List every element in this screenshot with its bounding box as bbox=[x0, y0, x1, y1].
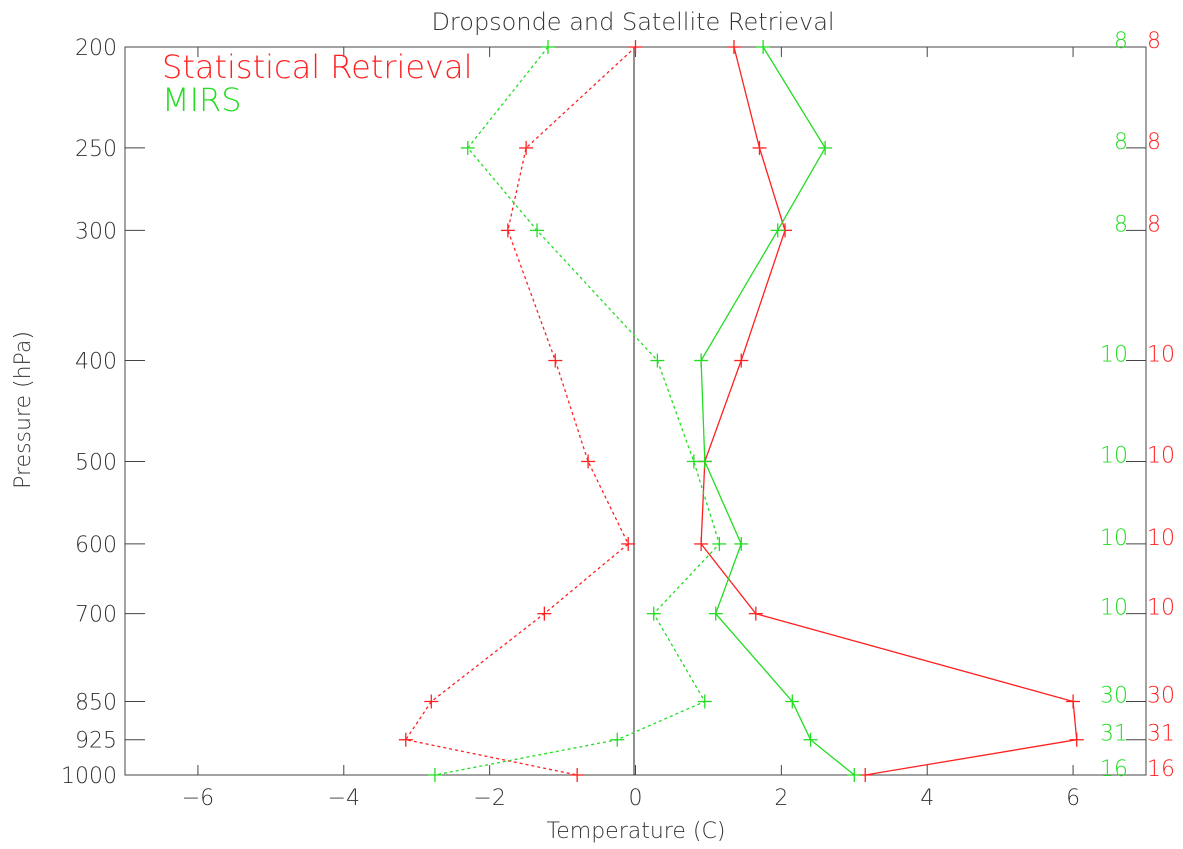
data-point-stat_bias bbox=[519, 140, 534, 155]
series-line-mirs_bias bbox=[434, 46, 721, 776]
count-label-mirs: 10 bbox=[1100, 343, 1128, 368]
y-tick-label: 200 bbox=[75, 36, 117, 61]
series-line-stat_rmse bbox=[700, 46, 1078, 776]
plot-frame bbox=[124, 46, 1147, 776]
y-tick-label: 300 bbox=[75, 219, 117, 244]
data-point-mirs_rmse bbox=[818, 140, 833, 155]
data-point-mirs_bias bbox=[540, 40, 555, 54]
series-line-mirs_rmse bbox=[700, 46, 855, 776]
count-label-statistical: 8 bbox=[1147, 212, 1161, 237]
count-label-mirs: 8 bbox=[1114, 130, 1128, 155]
y-tick-label: 500 bbox=[75, 450, 117, 475]
count-label-statistical: 16 bbox=[1147, 757, 1175, 782]
count-label-statistical: 10 bbox=[1147, 343, 1175, 368]
y-tick-label: 925 bbox=[75, 729, 117, 754]
series-layer bbox=[398, 40, 1084, 782]
data-point-mirs_rmse bbox=[697, 454, 712, 469]
data-point-stat_rmse bbox=[1066, 694, 1081, 709]
chart-title: Dropsonde and Satellite Retrieval bbox=[431, 8, 834, 36]
data-point-stat_rmse bbox=[694, 536, 709, 551]
count-label-statistical: 10 bbox=[1147, 443, 1175, 468]
data-point-mirs_bias bbox=[460, 140, 475, 155]
count-label-mirs: 31 bbox=[1100, 722, 1128, 747]
count-label-statistical: 10 bbox=[1147, 596, 1175, 621]
data-point-mirs_rmse bbox=[847, 768, 862, 782]
data-point-mirs_rmse bbox=[785, 694, 800, 709]
count-label-mirs: 30 bbox=[1100, 683, 1128, 708]
data-point-mirs_rmse bbox=[694, 353, 709, 368]
count-label-mirs: 10 bbox=[1100, 443, 1128, 468]
data-point-mirs_rmse bbox=[803, 732, 818, 747]
data-point-stat_bias bbox=[628, 40, 643, 54]
data-point-stat_bias bbox=[424, 694, 439, 709]
count-label-statistical: 30 bbox=[1147, 683, 1175, 708]
count-label-mirs: 16 bbox=[1100, 757, 1128, 782]
data-point-mirs_rmse bbox=[770, 223, 785, 238]
data-point-stat_bias bbox=[621, 536, 636, 551]
x-tick-label: 0 bbox=[629, 786, 643, 811]
data-point-stat_bias bbox=[398, 732, 413, 747]
data-point-stat_bias bbox=[500, 223, 515, 238]
x-axis-label: Temperature (C) bbox=[547, 819, 726, 844]
data-point-mirs_bias bbox=[427, 768, 442, 782]
count-label-mirs: 10 bbox=[1100, 596, 1128, 621]
count-label-statistical: 8 bbox=[1147, 130, 1161, 155]
data-point-stat_bias bbox=[570, 768, 585, 782]
count-label-mirs: 8 bbox=[1114, 29, 1128, 54]
count-label-statistical: 8 bbox=[1147, 29, 1161, 54]
count-label-mirs: 10 bbox=[1100, 526, 1128, 551]
series-line-stat_bias bbox=[404, 46, 636, 776]
data-point-stat_rmse bbox=[752, 140, 767, 155]
data-point-mirs_bias bbox=[646, 606, 661, 621]
data-point-mirs_bias bbox=[712, 536, 727, 551]
legend-mirs: MIRS bbox=[162, 81, 242, 119]
y-tick-label: 700 bbox=[75, 603, 117, 628]
data-point-mirs_bias bbox=[530, 223, 545, 238]
count-label-statistical: 10 bbox=[1147, 526, 1175, 551]
data-point-mirs_bias bbox=[650, 353, 665, 368]
y-tick-label: 600 bbox=[75, 533, 117, 558]
y-tick-label: 850 bbox=[75, 690, 117, 715]
data-point-stat_rmse bbox=[1069, 732, 1084, 747]
axis-ticks: −6 −4 −2 0 2 4 6 200 250 300 400 500 600 700 850 925 100… bbox=[61, 36, 1146, 811]
legend-statistical-retrieval: Statistical Retrieval bbox=[162, 48, 472, 86]
y-tick-label: 1000 bbox=[61, 764, 117, 789]
count-label-mirs: 8 bbox=[1114, 212, 1128, 237]
data-point-stat_rmse bbox=[734, 353, 749, 368]
data-point-mirs_rmse bbox=[756, 40, 771, 54]
count-label-statistical: 31 bbox=[1147, 722, 1175, 747]
data-point-stat_bias bbox=[548, 353, 563, 368]
x-tick-label: −4 bbox=[328, 786, 360, 811]
data-point-mirs_rmse bbox=[734, 536, 749, 551]
data-point-mirs_bias bbox=[610, 732, 625, 747]
data-point-stat_bias bbox=[537, 606, 552, 621]
x-tick-label: −2 bbox=[473, 786, 505, 811]
x-tick-label: 6 bbox=[1066, 786, 1080, 811]
x-tick-label: 2 bbox=[774, 786, 788, 811]
data-point-stat_bias bbox=[581, 454, 596, 469]
y-tick-label: 250 bbox=[75, 137, 117, 162]
y-axis-label: Pressure (hPa) bbox=[11, 331, 36, 489]
data-point-mirs_bias bbox=[697, 694, 712, 709]
x-tick-label: 4 bbox=[920, 786, 934, 811]
y-tick-label: 400 bbox=[75, 350, 117, 375]
data-point-mirs_rmse bbox=[708, 606, 723, 621]
x-tick-label: −6 bbox=[182, 786, 214, 811]
data-point-stat_rmse bbox=[748, 606, 763, 621]
data-point-stat_rmse bbox=[726, 40, 741, 54]
